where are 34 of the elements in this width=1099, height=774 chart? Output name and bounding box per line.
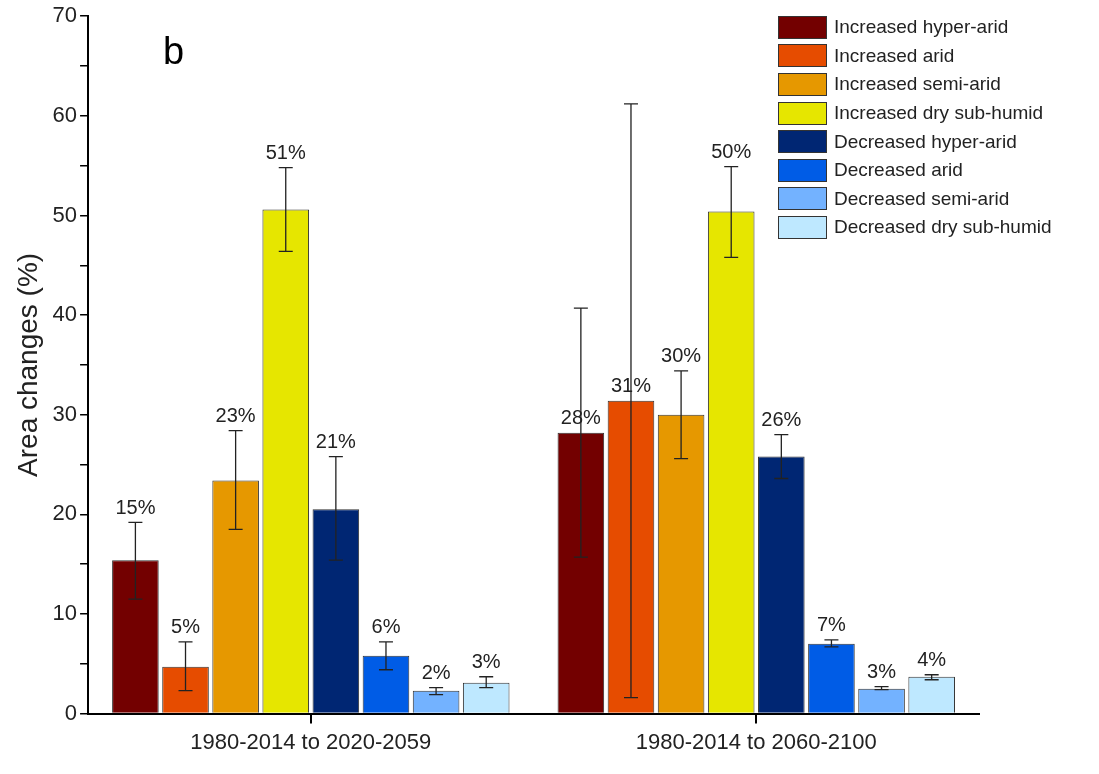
y-tick-label: 40 (52, 301, 78, 327)
legend-label: Decreased semi-arid (834, 187, 1010, 210)
y-tick-label: 70 (52, 2, 78, 28)
data-label: 50% (711, 140, 752, 163)
data-label: 30% (661, 344, 702, 367)
y-axis-title: Area changes (%) (11, 252, 43, 477)
x-tick-label: 1980-2014 to 2020-2059 (190, 728, 432, 754)
y-tick-label: 30 (52, 400, 78, 426)
legend-label: Decreased dry sub-humid (834, 216, 1052, 239)
data-label: 6% (371, 615, 401, 638)
legend-label: Increased arid (834, 44, 955, 67)
legend-label: Decreased arid (834, 159, 963, 182)
data-label: 4% (917, 648, 947, 671)
data-label: 5% (171, 615, 201, 638)
data-label: 23% (215, 404, 256, 427)
data-label: 3% (471, 650, 501, 673)
legend-label: Increased hyper-arid (834, 16, 1009, 39)
data-label: 7% (816, 613, 847, 636)
y-tick-label: 60 (52, 101, 78, 127)
y-tick-label: 10 (52, 600, 78, 626)
legend-label: Decreased hyper-arid (834, 130, 1017, 153)
y-tick-label: 20 (52, 500, 78, 526)
x-tick-label: 1980-2014 to 2060-2100 (635, 728, 877, 754)
annotation: b (163, 30, 185, 73)
data-label: 3% (867, 660, 897, 683)
legend-label: Increased dry sub-humid (834, 102, 1044, 125)
legend-label: Increased semi-arid (834, 73, 1001, 96)
data-label: 51% (265, 141, 306, 164)
data-label: 21% (315, 430, 357, 453)
data-label: 15% (115, 495, 156, 518)
data-label: 26% (761, 408, 802, 431)
y-tick-label: 0 (64, 699, 78, 725)
data-label: 2% (421, 661, 451, 684)
y-tick-label: 50 (52, 201, 78, 227)
